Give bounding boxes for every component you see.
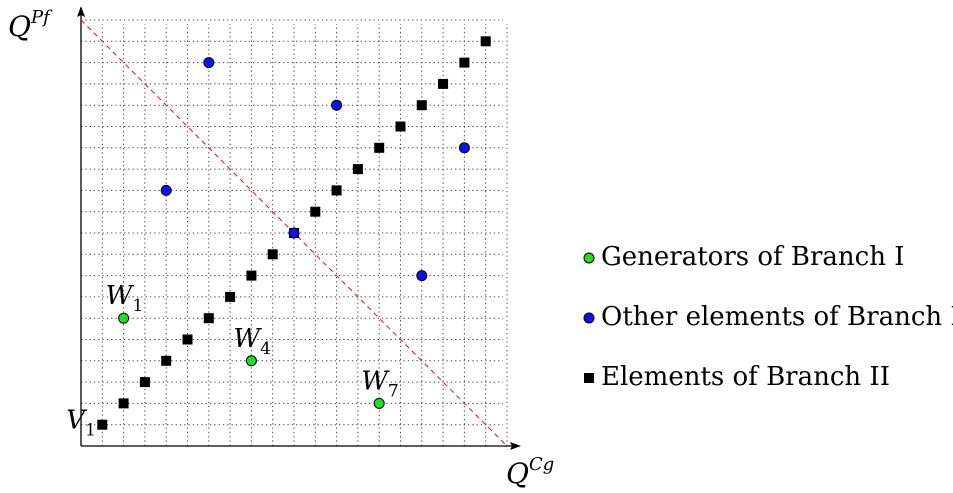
x-axis-label-superscript: Cg [529,454,554,475]
x-axis-arrow [510,442,521,450]
square-point [118,398,129,409]
legend-label: Elements of Branch II [601,362,890,392]
legend-marker [584,373,594,383]
square-point [352,164,363,175]
circle-point [118,312,130,324]
square-point [246,270,257,281]
point-label-base: W [106,281,135,311]
point-label: W4 [233,324,271,359]
x-axis-label: QCg [506,454,554,490]
point-label-base: W [233,324,262,354]
data-points [97,36,491,430]
circle-point [203,57,215,69]
square-point [374,142,385,153]
legend-marker [583,312,595,324]
legend: Generators of Branch I Other elements of … [583,242,953,392]
circle-point [373,397,385,409]
legend-marker [583,252,595,264]
circle-point [458,142,470,154]
point-label: V1 [66,406,96,441]
circle-point [245,355,257,367]
point-label-base: W [361,366,390,396]
square-point [225,291,236,302]
square-point [182,334,193,345]
legend-label: Other elements of Branch I [601,302,953,332]
x-axis-label-base: Q [506,457,529,490]
point-label: W1 [106,281,144,316]
point-label-base: V [66,406,87,436]
square-point [416,100,427,111]
legend-label: Generators of Branch I [601,242,905,272]
circle-point [331,99,343,111]
legend-item: Generators of Branch I [583,242,905,272]
circle-point [160,184,172,196]
circle-point [288,227,300,239]
point-label-subscript: 4 [260,339,271,359]
square-point [139,377,150,388]
square-point [97,419,108,430]
square-point [203,313,214,324]
y-axis-label: QPf [8,7,53,43]
square-point [331,185,342,196]
series-2 [160,57,470,282]
square-point [459,57,470,68]
legend-item: Other elements of Branch I [583,302,953,332]
y-axis-label-base: Q [8,10,31,43]
square-point [267,249,278,260]
legend-item: Elements of Branch II [584,362,890,392]
point-label-subscript: 1 [85,421,96,441]
square-point [438,78,449,89]
circle-point [416,270,428,282]
square-point [310,206,321,217]
axes [77,6,521,450]
point-label-subscript: 7 [388,381,399,401]
point-label: W7 [361,366,399,401]
square-point [480,36,491,47]
y-axis-arrow [77,6,85,17]
point-label-subscript: 1 [132,296,143,316]
series-1 [118,312,385,409]
square-point [395,121,406,132]
y-axis-label-superscript: Pf [30,7,53,28]
square-point [161,355,172,366]
